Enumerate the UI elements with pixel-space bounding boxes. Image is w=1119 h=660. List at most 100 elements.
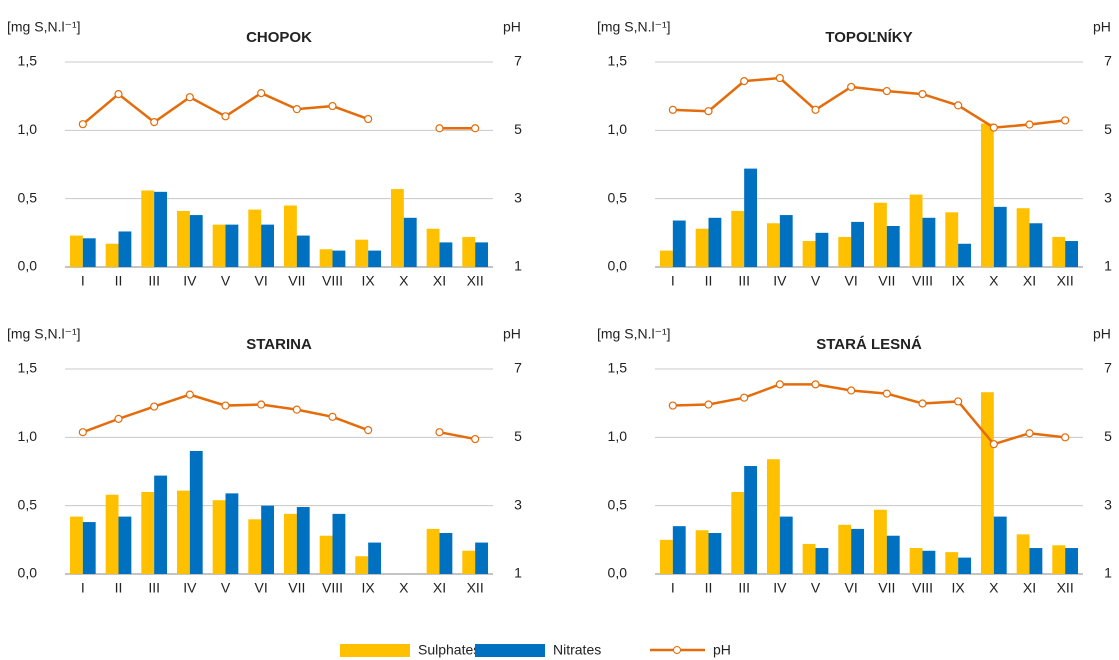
ph-marker: [954, 101, 963, 110]
ph-marker: [668, 105, 677, 114]
ph-marker: [292, 405, 301, 414]
x-tick-label: I: [81, 580, 85, 596]
bar: [225, 493, 239, 574]
bar: [283, 513, 297, 574]
legend-label: Sulphates: [418, 642, 480, 658]
legend-label: pH: [713, 642, 731, 658]
ph-line: [672, 76, 1066, 129]
bar: [744, 168, 758, 267]
ph-marker: [918, 399, 927, 408]
ph-marker: [704, 400, 713, 409]
ph-marker: [185, 390, 194, 399]
bar: [1029, 548, 1043, 574]
bar: [141, 190, 155, 267]
y2-tick-label: 1: [1104, 565, 1112, 581]
ph-marker: [1061, 433, 1070, 442]
bar: [154, 475, 168, 574]
x-tick-label: IX: [362, 580, 376, 596]
ph-marker: [114, 90, 123, 99]
ph-marker: [78, 428, 87, 437]
ph-marker: [882, 389, 891, 398]
y-tick-label: 0,0: [608, 565, 628, 581]
ph-marker: [989, 123, 998, 132]
y2-tick-label: 7: [1104, 53, 1112, 69]
bar: [212, 224, 226, 267]
bar: [332, 250, 346, 267]
ph-marker: [740, 393, 749, 402]
y-tick-label: 0,0: [18, 565, 38, 581]
bar: [296, 507, 310, 574]
ph-marker: [78, 120, 87, 129]
y2-tick-label: 7: [514, 360, 522, 376]
y2-tick-label: 3: [514, 496, 522, 512]
x-tick-label: VIII: [322, 580, 343, 596]
ph-marker: [257, 88, 266, 98]
bar: [426, 528, 440, 574]
x-tick-label: VIII: [912, 273, 933, 289]
ph-marker: [847, 386, 856, 395]
y-tick-label: 0,0: [18, 258, 38, 274]
bar: [82, 238, 96, 267]
bar: [69, 516, 83, 574]
y2-axis-label: pH: [1093, 326, 1111, 342]
ph-marker: [328, 101, 337, 111]
ph-marker: [918, 90, 927, 99]
x-tick-label: VIII: [912, 580, 933, 596]
x-tick-label: VII: [288, 580, 305, 596]
bar: [993, 206, 1007, 267]
bar: [766, 223, 780, 267]
y-tick-label: 1,5: [18, 360, 38, 376]
bar: [779, 215, 793, 267]
ph-marker: [954, 397, 963, 406]
bar: [659, 539, 673, 574]
ph-marker: [847, 82, 856, 92]
bar: [261, 224, 275, 267]
ph-marker: [704, 107, 713, 116]
bar: [886, 226, 900, 267]
y2-tick-label: 1: [514, 258, 522, 274]
x-tick-label: X: [399, 273, 409, 289]
x-tick-label: II: [705, 273, 713, 289]
bar: [176, 490, 190, 574]
ph-line: [82, 91, 476, 130]
x-tick-label: IV: [773, 273, 787, 289]
y-tick-label: 1,5: [608, 360, 628, 376]
x-tick-label: III: [148, 273, 160, 289]
bar: [695, 530, 709, 574]
chart-title: CHOPOK: [246, 29, 312, 46]
x-tick-label: III: [148, 580, 160, 596]
bar: [426, 228, 440, 267]
bar: [189, 451, 203, 574]
x-tick-label: XII: [467, 273, 484, 289]
y-tick-label: 1,0: [18, 121, 38, 137]
bar: [993, 516, 1007, 574]
bar: [355, 556, 369, 574]
bar: [462, 236, 476, 267]
x-tick-label: XI: [1023, 273, 1036, 289]
bar: [838, 236, 852, 267]
ph-marker: [364, 114, 373, 124]
y2-tick-label: 3: [1104, 189, 1112, 205]
x-tick-label: XII: [1057, 580, 1074, 596]
ph-marker: [185, 93, 194, 102]
bar: [1065, 548, 1079, 574]
y-tick-label: 1,0: [608, 121, 628, 137]
ph-marker: [775, 73, 784, 83]
bar: [1052, 236, 1066, 267]
x-tick-label: V: [811, 273, 821, 289]
x-tick-label: I: [671, 580, 675, 596]
y2-tick-label: 7: [514, 53, 522, 69]
bar: [731, 210, 745, 267]
y-axis-label: [mg S,N.l⁻¹]: [597, 19, 671, 35]
x-tick-label: XI: [433, 580, 446, 596]
bar: [176, 210, 190, 267]
ph-marker: [811, 105, 820, 114]
bar: [154, 191, 168, 267]
bar: [1052, 545, 1066, 574]
bar: [118, 516, 132, 574]
bar: [873, 509, 887, 574]
y2-axis-label: pH: [503, 19, 521, 35]
bar: [225, 224, 239, 267]
chart-title: STARINA: [246, 336, 312, 353]
